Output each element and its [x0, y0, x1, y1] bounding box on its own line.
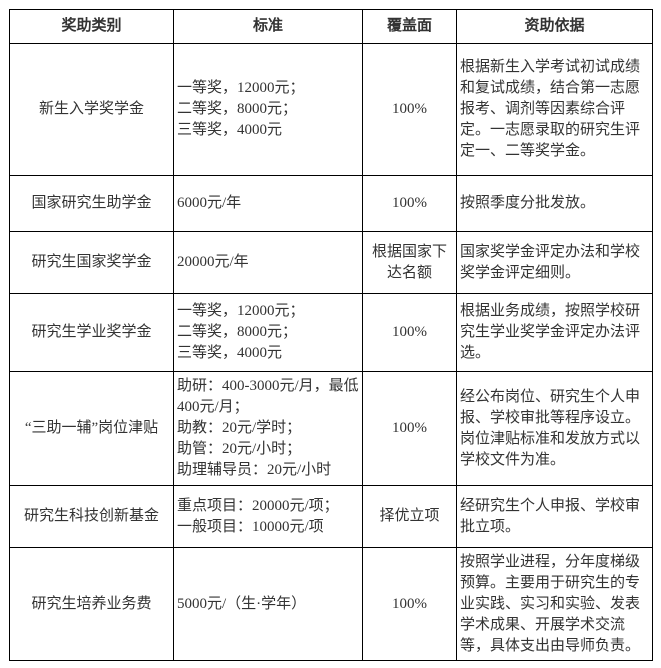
standard-cell: 20000元/年 — [173, 231, 363, 294]
category-cell: 研究生学业奖学金 — [9, 293, 174, 372]
standard-cell: 重点项目：20000元/项； 一般项目：10000元/项 — [173, 485, 363, 548]
category-cell: “三助一辅”岗位津贴 — [9, 371, 174, 486]
table-row: 国家研究生助学金 6000元/年 100% 按照季度分批发放。 — [9, 175, 653, 232]
basis-cell: 国家奖学金评定办法和学校奖学金评定细则。 — [456, 231, 653, 294]
table-row: 研究生国家奖学金 20000元/年 根据国家下达名额 国家奖学金评定办法和学校奖… — [9, 231, 653, 294]
table-row: 研究生学业奖学金 一等奖，12000元； 二等奖，8000元； 三等奖，4000… — [9, 293, 653, 372]
header-row: 奖助类别 标准 覆盖面 资助依据 — [9, 9, 653, 44]
basis-cell: 按照学业进程，分年度梯级预算。主要用于研究生的专业实践、实习和实验、发表学术成果… — [456, 547, 653, 661]
standard-cell: 5000元/（生·学年） — [173, 547, 363, 661]
category-cell: 研究生科技创新基金 — [9, 485, 174, 548]
column-header-category: 奖助类别 — [9, 9, 174, 44]
category-cell: 新生入学奖学金 — [9, 43, 174, 176]
table-row: 新生入学奖学金 一等奖，12000元； 二等奖，8000元； 三等奖，4000元… — [9, 43, 653, 176]
scholarship-grant-table: 奖助类别 标准 覆盖面 资助依据 新生入学奖学金 一等奖，12000元； 二等奖… — [9, 9, 653, 661]
standard-cell: 一等奖，12000元； 二等奖，8000元； 三等奖，4000元 — [173, 293, 363, 372]
column-header-coverage: 覆盖面 — [362, 9, 457, 44]
coverage-cell: 100% — [362, 547, 457, 661]
table-row: 研究生培养业务费 5000元/（生·学年） 100% 按照学业进程，分年度梯级预… — [9, 547, 653, 661]
standard-cell: 助研：400-3000元/月，最低400元/月； 助教：20元/学时； 助管：2… — [173, 371, 363, 486]
category-cell: 研究生国家奖学金 — [9, 231, 174, 294]
coverage-cell: 100% — [362, 43, 457, 176]
table-row: “三助一辅”岗位津贴 助研：400-3000元/月，最低400元/月； 助教：2… — [9, 371, 653, 486]
basis-cell: 按照季度分批发放。 — [456, 175, 653, 232]
basis-cell: 根据业务成绩，按照学校研究生学业奖学金评定办法评选。 — [456, 293, 653, 372]
category-cell: 研究生培养业务费 — [9, 547, 174, 661]
category-cell: 国家研究生助学金 — [9, 175, 174, 232]
standard-cell: 一等奖，12000元； 二等奖，8000元； 三等奖，4000元 — [173, 43, 363, 176]
basis-cell: 根据新生入学考试初试成绩和复试成绩，结合第一志愿报考、调剂等因素综合评定。一志愿… — [456, 43, 653, 176]
coverage-cell: 100% — [362, 293, 457, 372]
coverage-cell: 根据国家下达名额 — [362, 231, 457, 294]
coverage-cell: 100% — [362, 175, 457, 232]
coverage-cell: 100% — [362, 371, 457, 486]
table-row: 研究生科技创新基金 重点项目：20000元/项； 一般项目：10000元/项 择… — [9, 485, 653, 548]
standard-cell: 6000元/年 — [173, 175, 363, 232]
column-header-basis: 资助依据 — [456, 9, 653, 44]
basis-cell: 经公布岗位、研究生个人申报、学校审批等程序设立。岗位津贴标准和发放方式以学校文件… — [456, 371, 653, 486]
basis-cell: 经研究生个人申报、学校审批立项。 — [456, 485, 653, 548]
column-header-standard: 标准 — [173, 9, 363, 44]
coverage-cell: 择优立项 — [362, 485, 457, 548]
